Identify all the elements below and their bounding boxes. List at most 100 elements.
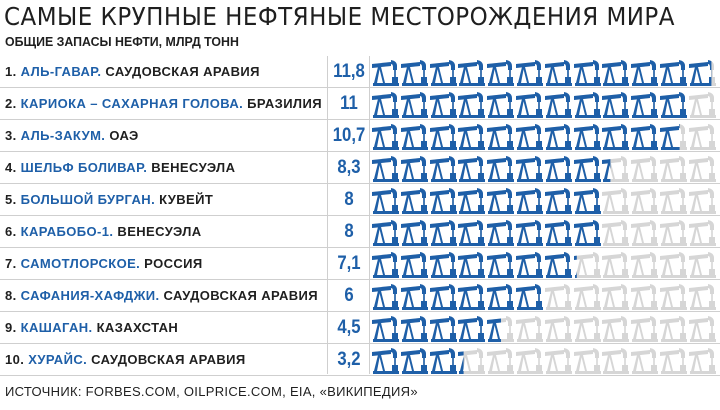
oil-pump-icon bbox=[631, 188, 659, 214]
country-name: САУДОВСКАЯ АРАВИЯ bbox=[159, 288, 319, 303]
chart-row: 6. КАРАБОБО-1. ВЕНЕСУЭЛА 8 bbox=[0, 216, 720, 248]
oil-pump-icon bbox=[516, 284, 543, 310]
pictogram-bar bbox=[372, 248, 718, 280]
oil-pump-icon bbox=[631, 220, 659, 246]
oil-pump-icon bbox=[458, 316, 486, 342]
oil-pump-icon bbox=[660, 92, 687, 118]
field-name: АЛЬ-ГАВАР. bbox=[20, 64, 102, 79]
oil-pump-icon bbox=[487, 124, 515, 150]
oil-pump-icon bbox=[516, 156, 543, 182]
oil-pump-icon bbox=[372, 252, 399, 278]
row-separator bbox=[0, 87, 720, 88]
oil-pump-icon bbox=[458, 60, 486, 86]
oil-pump-icon bbox=[573, 60, 601, 86]
oil-pump-icon bbox=[544, 92, 572, 118]
oil-pump-icon bbox=[429, 188, 457, 214]
rank-number: 1. bbox=[5, 64, 21, 79]
oil-pump-icon bbox=[631, 348, 659, 374]
rank-number: 4. bbox=[5, 160, 21, 175]
oil-pump-icon bbox=[487, 60, 515, 86]
row-label: 10. ХУРАЙС. САУДОВСКАЯ АРАВИЯ bbox=[5, 344, 327, 376]
data-label: 4,5 bbox=[337, 317, 361, 338]
oil-pump-icon bbox=[688, 220, 716, 246]
oil-pump-icon bbox=[631, 156, 659, 182]
oil-pump-icon bbox=[602, 284, 630, 310]
oil-pump-icon bbox=[660, 124, 687, 150]
row-separator bbox=[0, 247, 720, 248]
data-label: 7,1 bbox=[337, 253, 361, 274]
oil-pump-icon bbox=[429, 60, 457, 86]
chart-row: 5. БОЛЬШОЙ БУРГАН. КУВЕЙТ 8 bbox=[0, 184, 720, 216]
oil-pump-icon bbox=[602, 220, 630, 246]
oil-pump-icon bbox=[429, 348, 457, 374]
oil-pump-icon bbox=[544, 284, 572, 310]
oil-pump-icon bbox=[400, 284, 428, 310]
oil-pump-icon bbox=[688, 252, 716, 278]
oil-pump-icon bbox=[573, 220, 601, 246]
country-name: БРАЗИЛИЯ bbox=[243, 96, 322, 111]
data-label: 10,7 bbox=[332, 125, 366, 146]
oil-pump-icon bbox=[660, 284, 687, 310]
oil-pump-icon bbox=[660, 156, 687, 182]
chart-row: 9. КАШАГАН. КАЗАХСТАН 4,5 bbox=[0, 312, 720, 344]
field-name: КАРАБОБО-1. bbox=[20, 224, 114, 239]
oil-pump-icon bbox=[544, 220, 572, 246]
oil-pump-icon bbox=[544, 60, 572, 86]
oil-pump-icon bbox=[372, 156, 399, 182]
oil-pump-icon bbox=[660, 348, 687, 374]
value-column-left-divider bbox=[327, 56, 328, 374]
data-label: 3,2 bbox=[337, 349, 361, 370]
oil-pump-icon bbox=[487, 188, 515, 214]
oil-pump-icon bbox=[688, 156, 716, 182]
pictogram-bar bbox=[372, 184, 718, 216]
oil-pump-icon bbox=[516, 188, 543, 214]
field-name: ХУРАЙС. bbox=[28, 352, 88, 367]
country-name: ВЕНЕСУЭЛА bbox=[147, 160, 236, 175]
oil-pump-icon bbox=[602, 60, 630, 86]
oil-pump-icon bbox=[429, 156, 457, 182]
oil-pump-icon bbox=[516, 124, 543, 150]
pictogram-bar bbox=[372, 280, 718, 312]
pictogram-bar bbox=[372, 56, 718, 88]
oil-pump-icon bbox=[688, 92, 716, 118]
oil-pump-icon bbox=[688, 284, 716, 310]
oil-pump-icon bbox=[602, 92, 630, 118]
row-label: 5. БОЛЬШОЙ БУРГАН. КУВЕЙТ bbox=[5, 184, 327, 216]
row-separator bbox=[0, 311, 720, 312]
chart-subtitle: ОБЩИЕ ЗАПАСЫ НЕФТИ, МЛРД ТОНН bbox=[5, 34, 239, 49]
oil-pump-icon bbox=[400, 92, 428, 118]
oil-pump-icon bbox=[487, 284, 515, 310]
oil-pump-icon bbox=[487, 252, 515, 278]
oil-pump-icon bbox=[602, 124, 630, 150]
country-name: ВЕНЕСУЭЛА bbox=[113, 224, 202, 239]
oil-pump-icon bbox=[602, 348, 630, 374]
field-name: КАРИОКА – САХАРНАЯ ГОЛОВА. bbox=[20, 96, 244, 111]
field-name: АЛЬ-ЗАКУМ. bbox=[20, 128, 106, 143]
oil-pump-icon bbox=[602, 316, 630, 342]
oil-pump-icon bbox=[631, 284, 659, 310]
oil-pump-icon bbox=[544, 316, 572, 342]
row-label: 1. АЛЬ-ГАВАР. САУДОВСКАЯ АРАВИЯ bbox=[5, 56, 327, 88]
oil-pump-icon bbox=[573, 188, 601, 214]
oil-pump-icon bbox=[516, 348, 543, 374]
rank-number: 3. bbox=[5, 128, 21, 143]
chart-title: САМЫЕ КРУПНЫЕ НЕФТЯНЫЕ МЕСТОРОЖДЕНИЯ МИР… bbox=[4, 2, 675, 31]
oil-pump-icon bbox=[544, 252, 572, 278]
oil-pump-icon bbox=[429, 316, 457, 342]
row-separator bbox=[0, 183, 720, 184]
row-label: 7. САМОТЛОРСКОЕ. РОССИЯ bbox=[5, 248, 327, 280]
oil-pump-icon bbox=[458, 124, 486, 150]
oil-pump-icon bbox=[458, 284, 486, 310]
oil-pump-icon bbox=[573, 348, 601, 374]
oil-pump-icon bbox=[544, 348, 572, 374]
data-label: 11,8 bbox=[333, 61, 365, 82]
oil-pump-icon bbox=[372, 284, 399, 310]
row-separator bbox=[0, 279, 720, 280]
field-name: САМОТЛОРСКОЕ. bbox=[20, 256, 141, 271]
oil-pump-icon bbox=[458, 348, 486, 374]
oil-pump-icon bbox=[544, 156, 572, 182]
oil-pump-icon bbox=[458, 252, 486, 278]
oil-pump-icon bbox=[458, 220, 486, 246]
oil-pump-icon bbox=[688, 316, 716, 342]
pictogram-bar bbox=[372, 152, 718, 184]
